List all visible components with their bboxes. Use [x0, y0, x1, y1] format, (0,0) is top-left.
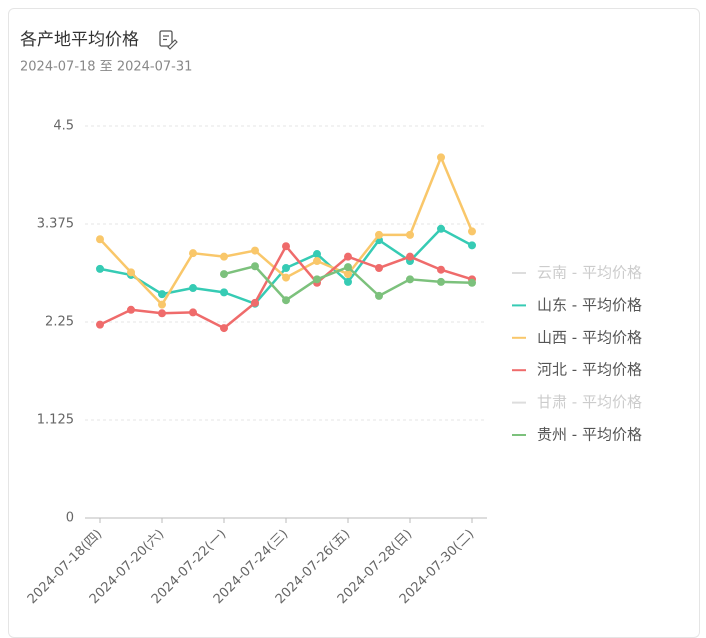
legend-item[interactable]: 山西 - 平均价格 — [512, 328, 642, 346]
data-point — [220, 252, 228, 261]
data-point — [468, 227, 476, 236]
chart-subtitle: 2024-07-18 至 2024-07-31 — [20, 60, 192, 75]
data-point — [406, 252, 414, 261]
data-point — [406, 275, 414, 284]
legend-label: 云南 - 平均价格 — [537, 264, 642, 282]
data-point — [344, 270, 352, 279]
legend-label: 山东 - 平均价格 — [537, 296, 642, 314]
data-point — [313, 275, 321, 284]
data-point — [313, 257, 321, 266]
data-point — [127, 268, 135, 277]
y-tick-label: 0 — [66, 511, 74, 526]
note-icon[interactable] — [159, 30, 178, 50]
data-point — [220, 288, 228, 297]
data-point — [251, 262, 259, 271]
data-point — [437, 153, 445, 162]
data-point — [96, 235, 104, 244]
data-point — [344, 252, 352, 261]
data-point — [313, 250, 321, 259]
data-point — [375, 230, 383, 239]
y-tick-label: 2.25 — [45, 315, 74, 330]
y-tick-label: 4.5 — [53, 119, 74, 134]
data-point — [375, 291, 383, 300]
data-point — [437, 277, 445, 286]
legend-item[interactable]: 云南 - 平均价格 — [512, 264, 642, 282]
data-point — [251, 246, 259, 255]
data-point — [282, 273, 290, 282]
series-line — [99, 244, 473, 330]
chart: 各产地平均价格 2024-07-18 至 2024-07-31 0 1.125 2.… — [20, 30, 642, 607]
data-point — [282, 263, 290, 272]
data-point — [127, 305, 135, 314]
legend-item[interactable]: 甘肃 - 平均价格 — [512, 393, 642, 411]
data-point — [344, 263, 352, 272]
legend-label: 甘肃 - 平均价格 — [537, 393, 642, 411]
series-line — [99, 156, 474, 306]
data-point — [158, 300, 166, 309]
y-tick-label: 3.375 — [37, 217, 74, 232]
data-point — [406, 230, 414, 239]
legend-item[interactable]: 河北 - 平均价格 — [512, 361, 642, 379]
chart-title: 各产地平均价格 — [20, 30, 139, 50]
data-point — [437, 224, 445, 233]
data-point — [158, 290, 166, 299]
legend-item[interactable]: 贵州 - 平均价格 — [512, 426, 642, 444]
data-point — [437, 265, 445, 274]
data-point — [468, 241, 476, 250]
legend-item[interactable]: 山东 - 平均价格 — [512, 296, 642, 314]
data-point — [220, 324, 228, 333]
y-tick-label: 1.125 — [37, 413, 74, 428]
data-point — [282, 296, 290, 305]
data-point — [344, 277, 352, 286]
data-point — [220, 270, 228, 279]
data-point — [96, 264, 104, 273]
legend-label: 贵州 - 平均价格 — [537, 426, 642, 444]
data-point — [189, 284, 197, 293]
data-point — [251, 298, 259, 307]
data-point — [375, 263, 383, 272]
data-point — [189, 308, 197, 317]
data-point — [96, 320, 104, 329]
data-point — [282, 242, 290, 251]
legend-label: 河北 - 平均价格 — [537, 361, 642, 379]
data-point — [468, 278, 476, 287]
data-point — [158, 309, 166, 318]
data-point — [189, 249, 197, 258]
legend-label: 山西 - 平均价格 — [537, 328, 642, 346]
